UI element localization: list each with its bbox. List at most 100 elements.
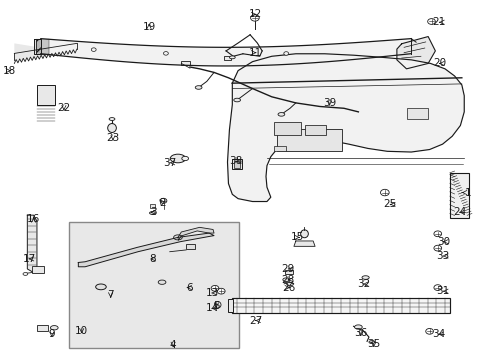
Ellipse shape <box>233 98 240 102</box>
Ellipse shape <box>368 341 374 343</box>
Ellipse shape <box>229 56 235 59</box>
Circle shape <box>427 19 434 24</box>
Circle shape <box>433 245 441 251</box>
Text: 27: 27 <box>248 316 262 325</box>
Text: 18: 18 <box>2 66 16 76</box>
Text: 29: 29 <box>281 264 294 274</box>
Ellipse shape <box>300 230 308 238</box>
Text: 28: 28 <box>281 275 294 285</box>
Text: 22: 22 <box>57 103 70 113</box>
Circle shape <box>91 48 96 51</box>
Circle shape <box>163 51 168 55</box>
Text: 33: 33 <box>436 251 449 261</box>
Text: 21: 21 <box>432 17 445 27</box>
Text: 15: 15 <box>291 232 304 242</box>
Text: 24: 24 <box>452 207 466 217</box>
Text: 10: 10 <box>75 325 88 336</box>
Ellipse shape <box>173 235 182 240</box>
Text: 4: 4 <box>169 340 176 350</box>
Bar <box>276 129 341 151</box>
Bar <box>285 270 292 274</box>
Circle shape <box>217 288 224 294</box>
Ellipse shape <box>278 113 284 116</box>
Bar <box>274 146 285 151</box>
Text: 12: 12 <box>248 9 262 19</box>
Polygon shape <box>41 39 410 66</box>
Bar <box>449 173 468 218</box>
Circle shape <box>211 285 219 291</box>
Bar <box>186 244 194 249</box>
Ellipse shape <box>286 282 293 286</box>
Ellipse shape <box>361 276 368 279</box>
Text: 37: 37 <box>163 158 176 168</box>
Text: 6: 6 <box>185 283 192 293</box>
Ellipse shape <box>195 86 202 89</box>
Bar <box>232 298 449 313</box>
Bar <box>232 159 242 169</box>
Text: 3: 3 <box>149 207 156 217</box>
Text: 35: 35 <box>366 339 380 349</box>
Bar <box>149 204 155 208</box>
Ellipse shape <box>158 280 165 284</box>
Text: 19: 19 <box>142 22 155 32</box>
Bar <box>274 122 300 135</box>
Text: 26: 26 <box>282 283 295 293</box>
Bar <box>36 39 46 54</box>
Polygon shape <box>14 43 77 63</box>
Polygon shape <box>78 233 214 267</box>
Polygon shape <box>27 215 37 273</box>
Text: 1: 1 <box>461 188 470 198</box>
Ellipse shape <box>96 284 106 290</box>
Bar <box>223 55 230 60</box>
Text: 7: 7 <box>107 290 114 300</box>
Ellipse shape <box>182 156 188 161</box>
Text: 11: 11 <box>248 48 262 58</box>
Bar <box>305 125 325 135</box>
Bar <box>234 161 240 168</box>
Text: 14: 14 <box>205 303 219 314</box>
Bar <box>37 85 55 105</box>
Polygon shape <box>178 227 214 240</box>
Bar <box>227 299 233 312</box>
Ellipse shape <box>214 302 221 308</box>
Text: 5: 5 <box>213 301 219 311</box>
Circle shape <box>433 231 441 237</box>
Ellipse shape <box>282 278 289 282</box>
Text: 32: 32 <box>356 279 369 289</box>
Bar <box>69 222 239 348</box>
Polygon shape <box>227 54 463 202</box>
Text: 23: 23 <box>106 133 120 143</box>
Ellipse shape <box>354 325 362 329</box>
Text: 9: 9 <box>48 329 55 339</box>
Ellipse shape <box>109 118 115 121</box>
Circle shape <box>425 328 432 334</box>
Ellipse shape <box>107 123 116 132</box>
Ellipse shape <box>23 273 28 275</box>
Text: 31: 31 <box>436 286 449 296</box>
Text: 16: 16 <box>27 215 40 224</box>
Text: 39: 39 <box>322 98 335 108</box>
Text: 17: 17 <box>23 254 36 264</box>
Polygon shape <box>396 37 434 69</box>
Bar <box>32 266 44 273</box>
Circle shape <box>433 285 441 291</box>
Text: 8: 8 <box>149 254 156 264</box>
Circle shape <box>380 189 388 196</box>
Ellipse shape <box>149 212 155 215</box>
Circle shape <box>160 198 166 203</box>
Text: 25: 25 <box>383 199 396 210</box>
Polygon shape <box>293 241 314 246</box>
Ellipse shape <box>50 325 58 330</box>
Polygon shape <box>34 39 41 54</box>
Bar <box>37 325 47 330</box>
Text: 13: 13 <box>205 288 219 298</box>
Ellipse shape <box>170 154 185 163</box>
Text: 20: 20 <box>432 58 445 68</box>
Text: 36: 36 <box>353 328 366 338</box>
Circle shape <box>250 15 259 21</box>
Text: 38: 38 <box>229 156 243 166</box>
Circle shape <box>283 52 288 55</box>
Text: 34: 34 <box>431 329 444 339</box>
Text: 2: 2 <box>159 198 165 208</box>
Bar <box>406 108 427 119</box>
